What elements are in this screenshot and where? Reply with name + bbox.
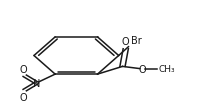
Text: O: O [122,37,130,47]
Text: O: O [20,92,28,102]
Text: CH₃: CH₃ [158,65,175,73]
Text: O: O [20,64,28,74]
Text: O: O [138,64,146,74]
Text: Br: Br [131,36,142,46]
Text: N: N [33,78,40,88]
